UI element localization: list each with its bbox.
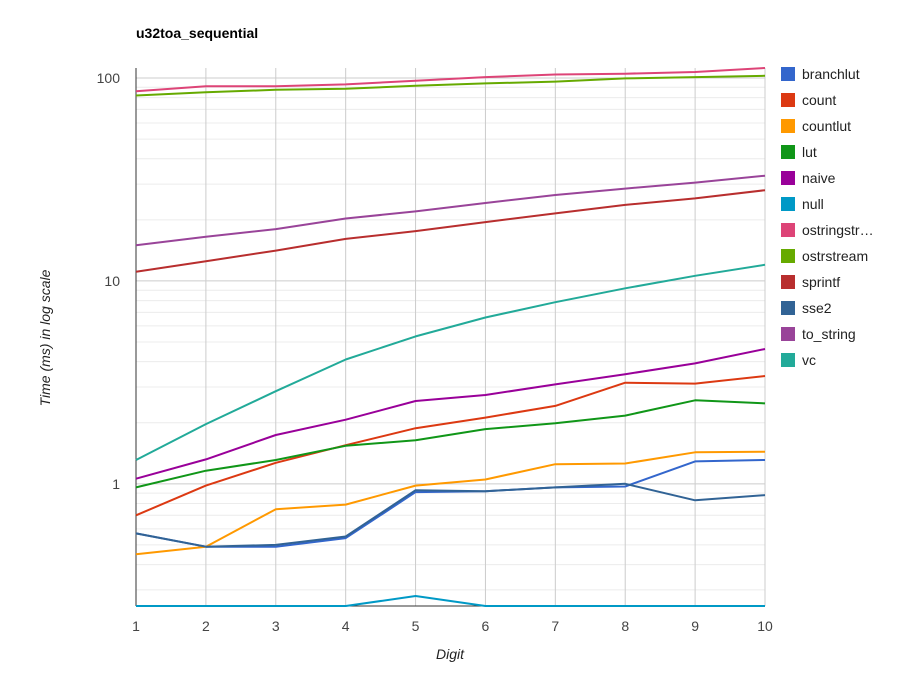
x-tick-label: 6 <box>482 618 490 634</box>
legend-label: ostrstream <box>802 248 868 264</box>
series-line-ostringstr <box>135 67 766 93</box>
legend-swatch <box>781 119 795 133</box>
legend-swatch <box>781 275 795 289</box>
x-tick-label: 2 <box>202 618 210 634</box>
y-axis-title: Time (ms) in log scale <box>37 269 53 406</box>
legend-swatch <box>781 93 795 107</box>
legend-swatch <box>781 327 795 341</box>
legend-swatch <box>781 67 795 81</box>
x-tick-label: 3 <box>272 618 280 634</box>
series-line-sse2 <box>135 482 766 548</box>
legend-swatch <box>781 223 795 237</box>
legend: branchlut count countlut lut naive null ostrin… <box>781 66 874 368</box>
legend-label: vc <box>802 352 816 368</box>
legend-swatch <box>781 353 795 367</box>
chart-title: u32toa_sequential <box>136 25 258 41</box>
legend-swatch <box>781 171 795 185</box>
y-tick-label: 1 <box>112 476 120 492</box>
x-axis-title: Digit <box>436 646 465 662</box>
legend-label: branchlut <box>802 66 860 82</box>
x-tick-label: 7 <box>551 618 559 634</box>
x-tick-label: 10 <box>757 618 773 634</box>
series-line-lut <box>135 399 766 489</box>
legend-swatch <box>781 197 795 211</box>
legend-swatch <box>781 301 795 315</box>
series-line-vc <box>135 263 766 461</box>
series-line-count <box>135 375 766 517</box>
y-tick-labels: 1 10 100 <box>97 70 121 492</box>
legend-label: count <box>802 92 836 108</box>
legend-label: countlut <box>802 118 851 134</box>
x-tick-label: 1 <box>132 618 140 634</box>
legend-swatch <box>781 249 795 263</box>
legend-label: sprintf <box>802 274 840 290</box>
y-tick-label: 100 <box>97 70 121 86</box>
x-tick-labels: 1 2 3 4 5 6 7 8 9 10 <box>132 618 773 634</box>
grid <box>136 68 766 606</box>
legend-label: sse2 <box>802 300 832 316</box>
series-line-null <box>136 595 765 607</box>
series-line-naive <box>135 348 766 480</box>
series-line-countlut <box>135 450 766 556</box>
legend-label: to_string <box>802 326 856 342</box>
legend-label: null <box>802 196 824 212</box>
legend-label: lut <box>802 144 817 160</box>
legend-swatch <box>781 145 795 159</box>
series-line-to_string <box>135 174 766 247</box>
axes <box>135 68 765 607</box>
x-tick-label: 8 <box>621 618 629 634</box>
x-tick-label: 4 <box>342 618 350 634</box>
series-line-sprintf <box>135 189 766 273</box>
series-line-ostrstream <box>135 74 766 97</box>
x-tick-label: 9 <box>691 618 699 634</box>
legend-label: naive <box>802 170 836 186</box>
series-lines <box>135 67 766 607</box>
y-tick-label: 10 <box>104 273 120 289</box>
legend-label: ostringstr… <box>802 222 874 238</box>
x-tick-label: 5 <box>412 618 420 634</box>
